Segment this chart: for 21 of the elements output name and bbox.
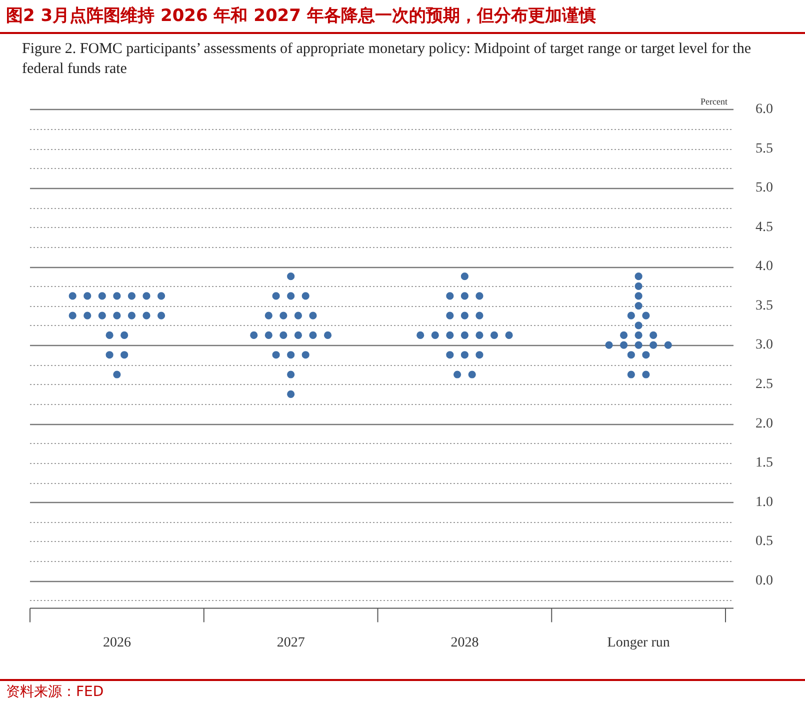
- y-tick-label: 3.0: [756, 338, 773, 353]
- y-tick-label: 0.0: [756, 573, 773, 588]
- y-tick-label: 1.0: [756, 494, 773, 510]
- x-tick-label: Longer run: [607, 635, 670, 650]
- y-tick-label: 1.5: [756, 456, 773, 471]
- text: 资料来源：FED: [0, 679, 805, 703]
- y-axis-title: Percent: [700, 96, 728, 106]
- y-tick-label: 2.0: [756, 416, 773, 432]
- y-tick-label: 4.0: [756, 259, 773, 274]
- x-tick-label: 2026: [102, 635, 131, 650]
- y-tick-label: 6.0: [756, 102, 773, 118]
- y-tick-label: 3.5: [756, 298, 773, 314]
- y-tick-label: 0.5: [756, 534, 773, 550]
- chart-title: 图2 3月点阵图维持 2026 年和 2027 年各降息一次的预期，但分布更加谨慎: [0, 0, 805, 34]
- y-tick-label: 2.5: [756, 377, 773, 392]
- x-tick-label: 2027: [276, 635, 305, 650]
- y-tick-label: 5.5: [756, 141, 773, 156]
- chart-subtitle: Figure 2. FOMC participants’ assessments of appropriate monetary policy: Midpoint of target range or target level for the federal funds rate: [21, 40, 752, 78]
- y-tick-label: 5.0: [756, 180, 773, 196]
- y-tick-label: 4.5: [756, 220, 773, 235]
- x-tick-label: 2028: [450, 635, 479, 650]
